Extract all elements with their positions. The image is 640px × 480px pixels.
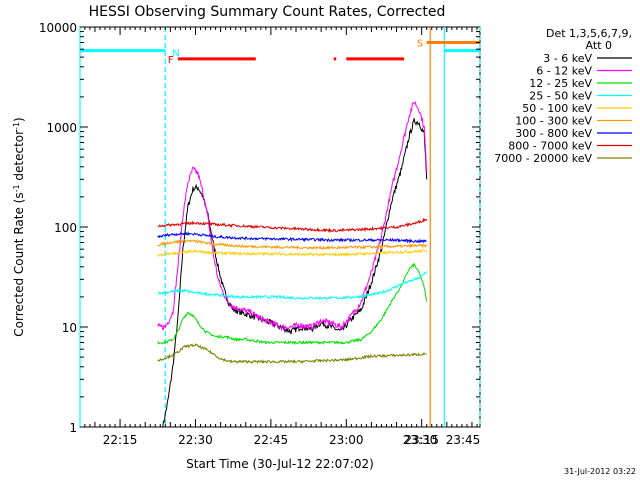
y-tick-label-1: 1 [69, 421, 77, 435]
y-axis-label: Corrected Count Rate (s-1 detector-1) [12, 117, 27, 336]
y-axis-label-end: ) [12, 117, 26, 122]
series-line-300-800-kev [157, 231, 427, 244]
event-lines [79, 27, 481, 427]
legend-title-line2: Att 0 [586, 39, 612, 52]
legend-label-6-12-kev: 6 - 12 keV [536, 65, 592, 78]
flag-label-n: N [172, 49, 179, 60]
y-tick-label-10000: 10000 [39, 21, 77, 35]
y-tick-label-1000: 1000 [46, 121, 77, 135]
series-line-800-7000-kev [157, 217, 428, 233]
series-line-12-25-kev [157, 262, 428, 346]
series-line-6-12-kev [157, 101, 428, 332]
y-tick-label-100: 100 [54, 221, 77, 235]
series-line-25-50-kev [157, 271, 428, 301]
legend-label-25-50-kev: 25 - 50 keV [529, 90, 592, 103]
chart-title: HESSI Observing Summary Count Rates, Cor… [89, 4, 446, 20]
series-line-50-100-kev [157, 249, 428, 258]
plot-frame [79, 26, 481, 428]
legend-label-800-7000-kev: 800 - 7000 keV [508, 140, 592, 153]
x-tick-label-22-15: 22:15 [103, 433, 138, 447]
x-tick-label-22-45: 22:45 [254, 433, 289, 447]
y-axis-label-sup2: -1 [12, 122, 21, 130]
x-tick-label-23-00: 23:00 [329, 433, 364, 447]
legend-label-300-800-kev: 300 - 800 keV [515, 127, 592, 140]
series-group [157, 101, 428, 428]
flag-bars: NF S [80, 38, 480, 66]
legend-label-100-300-kev: 100 - 300 keV [515, 115, 592, 128]
x-tick-label-23-30: 23:30 [403, 433, 438, 447]
series-line-7000-20000-kev [157, 343, 427, 365]
legend-label-7000-20000-kev: 7000 - 20000 keV [494, 152, 592, 165]
y-axis: 1 10 100 1000 10000 [39, 21, 480, 435]
x-tick-label-23-15: 23:15 [404, 433, 439, 447]
series-line-3-6-kev [162, 118, 428, 428]
x-tick-label-23-45: 23:45 [446, 433, 481, 447]
x-tick-label-22-30: 22:30 [178, 433, 213, 447]
y-axis-label-main: Corrected Count Rate (s [12, 192, 26, 336]
footer-date: 31-Jul-2012 03:22 [564, 467, 636, 476]
x-axis-label: Start Time (30-Jul-12 22:07:02) [186, 457, 374, 471]
series-line-100-300-kev [157, 238, 428, 251]
legend-label-50-100-kev: 50 - 100 keV [522, 102, 592, 115]
y-axis-label-mid: detector [12, 130, 26, 185]
legend-title-line1: Det 1,3,5,6,7,9, [546, 27, 632, 40]
flag-label-f: F [168, 55, 174, 66]
flag-label-s: S [417, 38, 423, 49]
legend-label-3-6-kev: 3 - 6 keV [543, 52, 592, 65]
y-axis-label-sup1: -1 [12, 184, 21, 192]
legend-label-12-25-kev: 12 - 25 keV [529, 77, 592, 90]
y-tick-label-10: 10 [62, 321, 77, 335]
